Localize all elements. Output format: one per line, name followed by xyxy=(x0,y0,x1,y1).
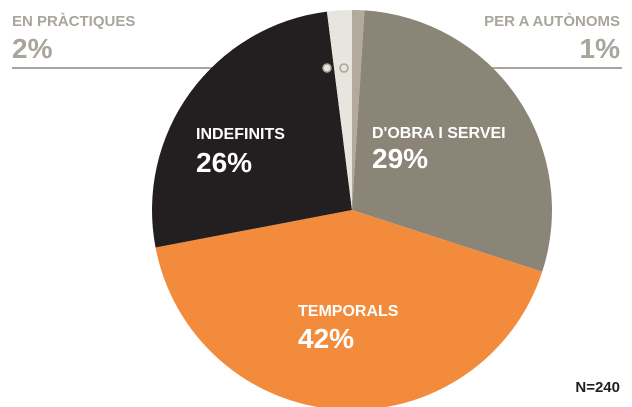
pie-slice xyxy=(151,11,352,248)
slice-name: EN PRÀCTIQUES xyxy=(12,13,135,30)
slice-value: 29% xyxy=(372,143,428,174)
slice-value: 42% xyxy=(298,323,354,354)
slice-value: 2% xyxy=(12,33,53,64)
sample-note: N=240 xyxy=(575,379,620,396)
slice-value: 26% xyxy=(196,147,252,178)
leader-dot xyxy=(339,63,349,73)
pie-slice xyxy=(352,10,365,210)
slice-name: PER A AUTÒNOMS xyxy=(484,12,620,30)
slice-value: 1% xyxy=(580,33,621,64)
pie-slice xyxy=(326,10,352,210)
pie xyxy=(151,10,552,407)
slice-name: D'OBRA I SERVEI xyxy=(372,125,506,142)
slice-name: INDEFINITS xyxy=(196,126,285,143)
pie-slice xyxy=(352,10,552,272)
pie-slice xyxy=(155,210,543,407)
leader-dot xyxy=(322,63,332,73)
slice-name: TEMPORALS xyxy=(298,303,399,320)
